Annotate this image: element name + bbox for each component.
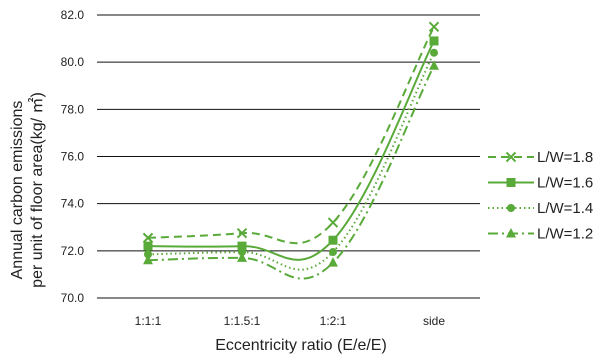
x-tick-label: 1:2:1 bbox=[320, 314, 347, 328]
series-square bbox=[143, 36, 439, 261]
legend-marker bbox=[506, 178, 516, 187]
series-line bbox=[147, 65, 435, 280]
y-tick-label: 70.0 bbox=[61, 291, 85, 305]
legend: L/W=1.8 L/W=1.6 L/W=1.4 L/W=1.2 bbox=[488, 149, 593, 243]
legend-item: L/W=1.2 bbox=[488, 226, 593, 243]
y-axis-title-line1: Annual carbon emissions bbox=[9, 101, 26, 280]
y-axis-title-group: Annual carbon emissions per unit of floo… bbox=[9, 92, 46, 288]
legend-label: L/W=1.4 bbox=[537, 200, 593, 217]
x-axis-title: Eccentricity ratio (E/e/E) bbox=[215, 337, 387, 354]
y-tick-labels: 70.0 72.0 74.0 76.0 78.0 80.0 82.0 bbox=[61, 8, 85, 305]
series-circle bbox=[144, 48, 438, 271]
legend-label: L/W=1.2 bbox=[537, 226, 593, 243]
y-tick-label: 80.0 bbox=[61, 55, 85, 69]
gridlines bbox=[97, 14, 480, 299]
data-point bbox=[329, 248, 337, 257]
legend-marker bbox=[507, 204, 515, 212]
y-tick-label: 72.0 bbox=[61, 244, 85, 258]
data-point bbox=[428, 21, 440, 32]
legend-marker bbox=[506, 228, 516, 238]
data-point bbox=[237, 241, 247, 251]
data-point bbox=[237, 252, 247, 262]
data-point bbox=[430, 48, 438, 57]
data-point bbox=[143, 254, 153, 265]
data-point bbox=[238, 248, 246, 257]
data-point bbox=[327, 217, 339, 228]
y-axis-title-line2: per unit of floor area(kg/ ㎡) bbox=[28, 92, 46, 288]
data-point bbox=[142, 232, 154, 244]
data-point bbox=[328, 257, 338, 267]
y-tick-label: 74.0 bbox=[61, 197, 85, 211]
legend-label: L/W=1.6 bbox=[537, 175, 593, 192]
x-tick-label: 1:1:1 bbox=[135, 314, 162, 328]
data-point bbox=[143, 241, 153, 251]
series-triangle bbox=[143, 60, 439, 280]
y-tick-label: 82.0 bbox=[61, 8, 85, 22]
legend-marker bbox=[505, 151, 517, 163]
data-point bbox=[429, 60, 439, 70]
series-layer bbox=[142, 21, 440, 280]
y-tick-label: 78.0 bbox=[61, 102, 85, 116]
series-line bbox=[147, 26, 435, 245]
data-point bbox=[236, 227, 248, 239]
legend-label: L/W=1.8 bbox=[537, 149, 593, 166]
series-x bbox=[142, 21, 440, 245]
y-tick-label: 76.0 bbox=[61, 150, 85, 164]
x-tick-label: side bbox=[423, 314, 445, 328]
legend-item: L/W=1.6 bbox=[488, 175, 593, 192]
data-point bbox=[429, 36, 439, 46]
legend-item: L/W=1.4 bbox=[488, 200, 593, 217]
legend-item: L/W=1.8 bbox=[488, 149, 593, 166]
series-line bbox=[147, 52, 435, 271]
data-point bbox=[144, 250, 152, 259]
x-tick-label: 1:1.5:1 bbox=[224, 314, 261, 328]
x-tick-labels: 1:1:1 1:1.5:1 1:2:1 side bbox=[135, 314, 446, 328]
series-line bbox=[147, 40, 435, 261]
data-point bbox=[328, 235, 338, 245]
